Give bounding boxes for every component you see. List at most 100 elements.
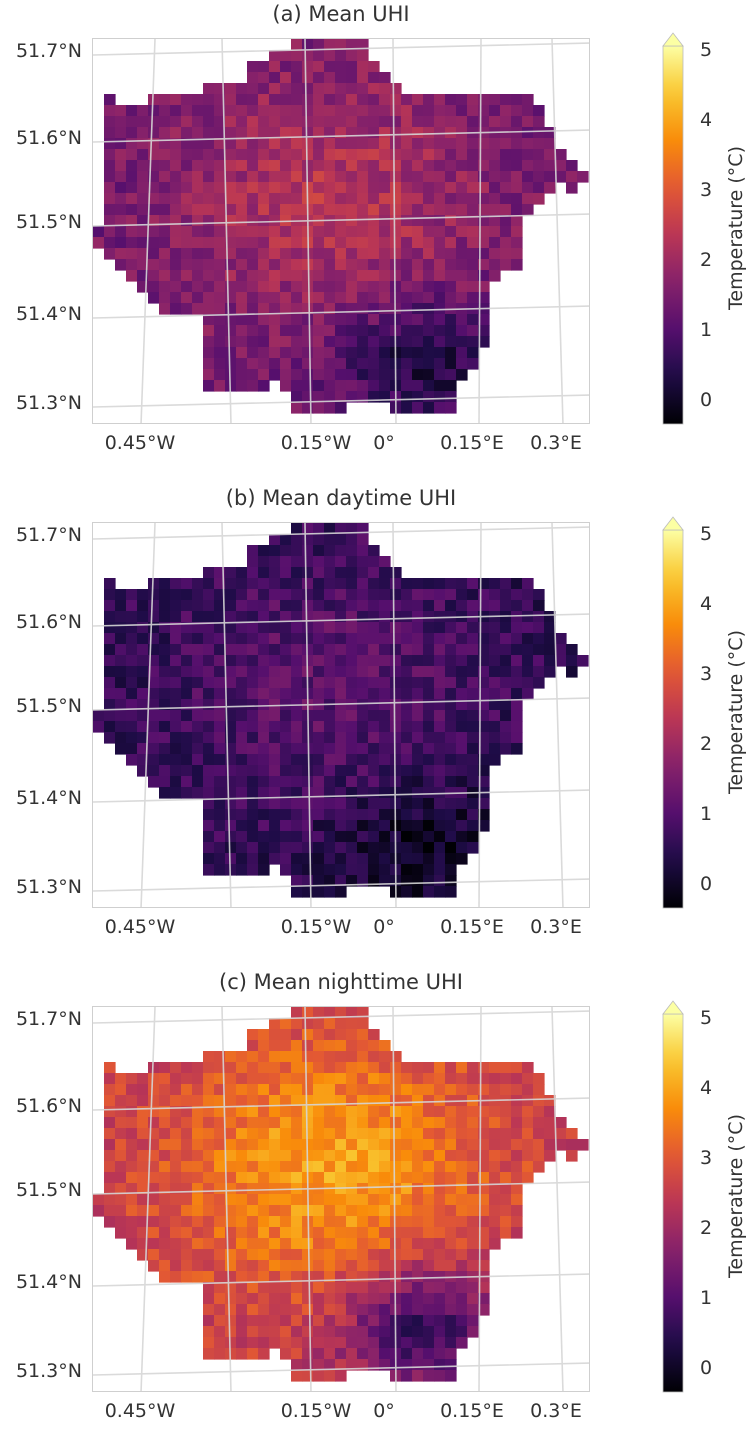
heatmap-cell bbox=[126, 655, 138, 667]
heatmap-cell bbox=[258, 1150, 270, 1162]
heatmap-cell bbox=[269, 1172, 281, 1184]
heatmap-cell bbox=[368, 105, 380, 117]
heatmap-cell bbox=[335, 578, 347, 590]
heatmap-cell bbox=[335, 809, 347, 821]
heatmap-cell bbox=[500, 743, 512, 755]
heatmap-cell bbox=[412, 1227, 424, 1239]
heatmap-cell bbox=[247, 611, 259, 623]
heatmap-cell bbox=[500, 688, 512, 700]
heatmap-cell bbox=[280, 556, 292, 568]
heatmap-cell bbox=[445, 1348, 457, 1360]
heatmap-cell bbox=[401, 721, 413, 733]
heatmap-cell bbox=[511, 611, 523, 623]
heatmap-cell bbox=[346, 743, 358, 755]
heatmap-cell bbox=[115, 116, 127, 128]
heatmap-cell bbox=[357, 545, 369, 557]
heatmap-cell bbox=[192, 1172, 204, 1184]
heatmap-cell bbox=[500, 633, 512, 645]
heatmap-cell bbox=[456, 699, 468, 711]
heatmap-cell bbox=[258, 259, 270, 271]
heatmap-cell bbox=[324, 710, 336, 722]
heatmap-cell bbox=[368, 743, 380, 755]
heatmap-cell bbox=[379, 688, 391, 700]
heatmap-cell bbox=[181, 215, 193, 227]
heatmap-cell bbox=[544, 633, 556, 645]
heatmap-cell bbox=[478, 314, 490, 326]
heatmap-cell bbox=[456, 589, 468, 601]
heatmap-cell bbox=[522, 666, 534, 678]
heatmap-cell bbox=[313, 237, 325, 249]
heatmap-cell bbox=[423, 325, 435, 337]
heatmap-cell bbox=[214, 1095, 226, 1107]
heatmap-cell bbox=[335, 226, 347, 238]
heatmap-cell bbox=[302, 1029, 314, 1041]
heatmap-cell bbox=[357, 820, 369, 832]
heatmap-cell bbox=[236, 325, 248, 337]
heatmap-cell bbox=[115, 226, 127, 238]
heatmap-cell bbox=[236, 1337, 248, 1349]
heatmap-cell bbox=[401, 1084, 413, 1096]
heatmap-cell bbox=[258, 1326, 270, 1338]
heatmap-cell bbox=[412, 886, 424, 898]
heatmap-cell bbox=[280, 1304, 292, 1316]
heatmap-cell bbox=[346, 589, 358, 601]
heatmap-cell bbox=[434, 655, 446, 667]
heatmap-cell bbox=[434, 1227, 446, 1239]
heatmap-cell bbox=[247, 688, 259, 700]
heatmap-cell bbox=[280, 226, 292, 238]
heatmap-cell bbox=[478, 1128, 490, 1140]
heatmap-cell bbox=[368, 248, 380, 260]
heatmap-cell bbox=[445, 259, 457, 271]
heatmap-cell bbox=[412, 1073, 424, 1085]
heatmap-cell bbox=[148, 94, 160, 106]
heatmap-cell bbox=[291, 743, 303, 755]
heatmap-cell bbox=[445, 215, 457, 227]
heatmap-cell bbox=[258, 1216, 270, 1228]
heatmap-cell bbox=[170, 677, 182, 689]
heatmap-cell bbox=[313, 886, 325, 898]
heatmap-cell bbox=[368, 798, 380, 810]
heatmap-cell bbox=[269, 182, 281, 194]
heatmap-cell bbox=[291, 204, 303, 216]
heatmap-cell bbox=[467, 1183, 479, 1195]
heatmap-cell bbox=[247, 622, 259, 634]
longitude-tick-label: 0.15°E bbox=[440, 916, 504, 938]
heatmap-cell bbox=[236, 116, 248, 128]
heatmap-cell bbox=[478, 589, 490, 601]
heatmap-cell bbox=[390, 116, 402, 128]
heatmap-cell bbox=[412, 1216, 424, 1228]
heatmap-cell bbox=[258, 1106, 270, 1118]
heatmap-cell bbox=[291, 622, 303, 634]
heatmap-cell bbox=[324, 523, 336, 535]
heatmap-cell bbox=[489, 644, 501, 656]
heatmap-cell bbox=[500, 1084, 512, 1096]
heatmap-cell bbox=[291, 292, 303, 304]
heatmap-cell bbox=[313, 1128, 325, 1140]
heatmap-cell bbox=[236, 270, 248, 282]
heatmap-cell bbox=[511, 1183, 523, 1195]
heatmap-cell bbox=[346, 864, 358, 876]
heatmap-cell bbox=[346, 545, 358, 557]
heatmap-cell bbox=[379, 215, 391, 227]
heatmap-cell bbox=[357, 787, 369, 799]
heatmap-cell bbox=[214, 1183, 226, 1195]
heatmap-cell bbox=[148, 226, 160, 238]
heatmap-cell bbox=[126, 611, 138, 623]
heatmap-cell bbox=[379, 1062, 391, 1074]
heatmap-cell bbox=[313, 875, 325, 887]
heatmap-cell bbox=[489, 1194, 501, 1206]
heatmap-cell bbox=[258, 215, 270, 227]
heatmap-cell bbox=[203, 215, 215, 227]
heatmap-cell bbox=[401, 94, 413, 106]
heatmap-cell bbox=[401, 1337, 413, 1349]
heatmap-cell bbox=[203, 193, 215, 205]
heatmap-cell bbox=[467, 1326, 479, 1338]
heatmap-cell bbox=[313, 1249, 325, 1261]
heatmap-cell bbox=[324, 303, 336, 315]
heatmap-cell bbox=[379, 105, 391, 117]
heatmap-cell bbox=[302, 1304, 314, 1316]
heatmap-cell bbox=[214, 292, 226, 304]
heatmap-cell bbox=[302, 325, 314, 337]
heatmap-cell bbox=[467, 578, 479, 590]
heatmap-cell bbox=[115, 611, 127, 623]
